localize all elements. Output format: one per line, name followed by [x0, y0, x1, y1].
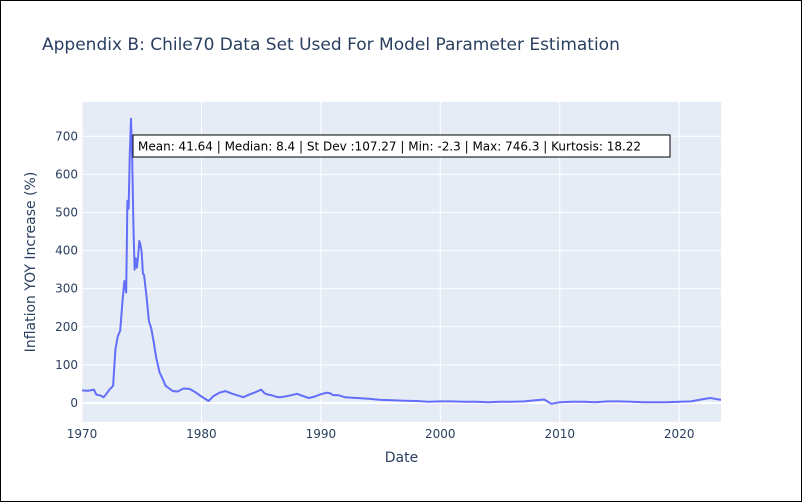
y-tick-label: 0 [70, 396, 78, 410]
y-tick-label: 200 [55, 320, 78, 334]
y-tick-label: 700 [55, 129, 78, 143]
x-tick-label: 1990 [306, 427, 337, 441]
y-tick-label: 400 [55, 244, 78, 258]
y-tick-label: 500 [55, 205, 78, 219]
x-axis-title: Date [385, 450, 418, 466]
y-tick-label: 600 [55, 167, 78, 181]
x-tick-label: 2010 [544, 427, 575, 441]
stats-annotation-box [132, 134, 671, 158]
chart-title: Appendix B: Chile70 Data Set Used For Mo… [42, 35, 620, 55]
y-axis-title: Inflation YOY Increase (%) [23, 172, 39, 353]
x-tick-label: 1980 [186, 427, 217, 441]
series-line [81, 117, 722, 405]
y-tick-label: 100 [55, 358, 78, 372]
x-tick-label: 2000 [425, 427, 456, 441]
stats-annotation: Mean: 41.64 | Median: 8.4 | St Dev :107.… [138, 140, 641, 154]
x-tick-label: 2020 [664, 427, 695, 441]
y-tick-label: 300 [55, 282, 78, 296]
x-tick-label: 1970 [67, 427, 98, 441]
